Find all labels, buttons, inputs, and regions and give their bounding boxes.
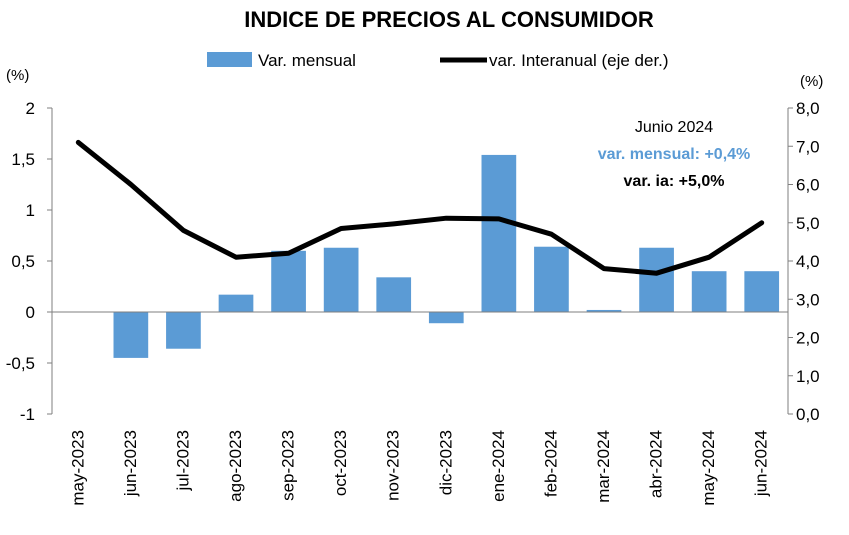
bar-may-2024 <box>691 271 727 312</box>
bar-mar-2024 <box>586 309 622 312</box>
monthly-bars <box>113 154 780 358</box>
annotation-heading: Junio 2024 <box>635 119 713 136</box>
x-axis-labels: may-2023 jun-2023 jul-2023 ago-2023 sep-2023… <box>68 430 770 506</box>
left-tick-label: 0,5 <box>11 252 35 271</box>
left-tick-label: 1 <box>26 201 35 220</box>
bar-jul-2023 <box>166 312 201 349</box>
legend-label-annual: var. Interanual (eje der.) <box>489 51 669 70</box>
left-axis-unit: (%) <box>6 67 29 84</box>
bar-jun-2023 <box>113 312 149 358</box>
x-tick-label: sep-2023 <box>279 430 298 501</box>
legend: Var. mensual var. Interanual (eje der.) <box>207 51 669 70</box>
x-tick-label: dic-2023 <box>436 430 455 495</box>
bar-feb-2024 <box>534 246 569 312</box>
left-tick-label: -0,5 <box>6 354 35 373</box>
x-tick-label: jul-2023 <box>173 430 192 492</box>
x-tick-label: ene-2024 <box>489 430 508 502</box>
bar-dic-2023 <box>428 312 464 324</box>
axes <box>47 107 789 415</box>
annual-variation-line <box>75 139 765 276</box>
x-tick-label: jun-2023 <box>121 430 140 497</box>
bar-jun-2024 <box>744 271 780 312</box>
x-tick-label: feb-2024 <box>541 430 560 497</box>
x-tick-label: jun-2024 <box>752 430 771 497</box>
left-tick-label: 0 <box>26 303 35 322</box>
annotation-annual: var. ia: +5,0% <box>624 173 725 190</box>
right-tick-label: 5,0 <box>796 214 820 233</box>
x-tick-label: nov-2023 <box>384 430 403 501</box>
right-tick-label: 3,0 <box>796 290 820 309</box>
legend-label-monthly: Var. mensual <box>258 51 356 70</box>
bar-abr-2024 <box>639 247 674 312</box>
legend-swatch-monthly <box>207 52 252 67</box>
right-tick-label: 2,0 <box>796 329 820 348</box>
bar-nov-2023 <box>376 277 412 312</box>
bar-sep-2023 <box>271 250 306 312</box>
bar-ago-2023 <box>218 294 254 312</box>
right-axis-ticks: 8,0 7,0 6,0 5,0 4,0 3,0 2,0 1,0 0,0 <box>788 99 820 424</box>
left-tick-label: 2 <box>26 99 35 118</box>
right-tick-label: 6,0 <box>796 176 820 195</box>
x-tick-label: may-2024 <box>699 430 718 506</box>
left-axis-ticks: 2 1,5 1 0,5 0 -0,5 -1 <box>6 99 35 424</box>
right-tick-label: 7,0 <box>796 137 820 156</box>
right-tick-label: 8,0 <box>796 99 820 118</box>
x-tick-label: oct-2023 <box>331 430 350 496</box>
chart-title: INDICE DE PRECIOS AL CONSUMIDOR <box>244 7 654 32</box>
right-axis-unit: (%) <box>800 73 823 90</box>
x-tick-label: may-2023 <box>68 430 87 506</box>
annotation-monthly: var. mensual: +0,4% <box>598 146 751 163</box>
annual-line <box>75 139 765 276</box>
right-tick-label: 1,0 <box>796 367 820 386</box>
left-tick-label: 1,5 <box>11 150 35 169</box>
x-tick-label: mar-2024 <box>594 430 613 503</box>
annotation-box: Junio 2024 var. mensual: +0,4% var. ia: … <box>598 119 751 190</box>
x-tick-label: ago-2023 <box>226 430 245 502</box>
bar-ene-2024 <box>481 154 517 312</box>
bar-oct-2023 <box>323 247 359 312</box>
right-tick-label: 4,0 <box>796 252 820 271</box>
x-tick-label: abr-2024 <box>647 430 666 498</box>
right-tick-label: 0,0 <box>796 405 820 424</box>
left-tick-label: -1 <box>20 405 35 424</box>
